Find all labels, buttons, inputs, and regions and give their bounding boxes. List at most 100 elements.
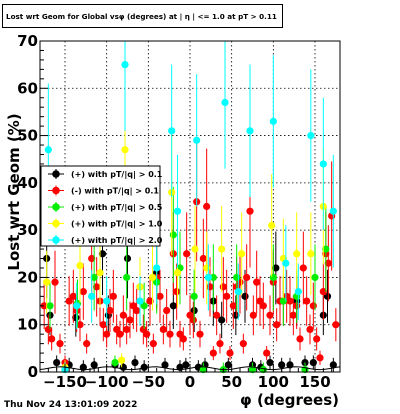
data-point	[263, 349, 271, 357]
legend-marker	[52, 219, 60, 228]
data-point	[316, 354, 324, 362]
data-point	[246, 207, 254, 215]
y-tick-label: 30	[17, 221, 38, 239]
data-point	[278, 361, 286, 369]
data-point	[121, 146, 129, 154]
data-point	[153, 264, 161, 272]
data-point	[313, 335, 321, 343]
data-point	[173, 288, 181, 296]
data-point	[213, 311, 221, 319]
data-point	[83, 340, 91, 348]
data-point	[272, 264, 280, 272]
data-point	[173, 269, 182, 277]
data-point	[121, 61, 129, 69]
data-point	[273, 321, 281, 329]
data-point	[109, 292, 117, 300]
data-point	[48, 335, 56, 343]
data-point	[44, 146, 52, 154]
data-point	[182, 361, 190, 369]
data-point	[246, 127, 254, 135]
data-point	[123, 273, 131, 282]
data-point	[168, 127, 176, 135]
data-point	[51, 278, 59, 286]
legend-marker	[52, 203, 60, 211]
data-point	[218, 316, 226, 324]
data-point	[307, 250, 315, 258]
data-point	[90, 273, 98, 282]
data-point	[169, 231, 177, 239]
data-point	[218, 245, 226, 253]
legend-marker	[52, 186, 60, 195]
y-tick-label: 50	[17, 127, 38, 145]
data-point	[173, 207, 182, 215]
data-point	[229, 302, 237, 310]
data-point	[123, 325, 131, 334]
data-point	[289, 311, 297, 319]
data-point	[226, 349, 234, 357]
data-point	[293, 250, 301, 258]
data-point	[69, 292, 77, 300]
data-point	[191, 245, 199, 253]
data-point	[131, 358, 139, 367]
data-point	[249, 311, 257, 319]
data-point	[90, 361, 98, 369]
data-point	[329, 207, 337, 215]
data-point	[179, 335, 187, 343]
y-axis-title: Lost wrt Geom (%)	[5, 113, 23, 270]
data-point	[106, 306, 114, 315]
data-point	[307, 131, 315, 140]
data-point	[306, 325, 314, 334]
chart-title: Lost wrt Geom for Global vsφ (degrees) a…	[6, 12, 277, 21]
data-point	[233, 273, 241, 282]
data-point	[103, 297, 111, 305]
data-point	[46, 302, 54, 310]
data-point	[294, 288, 302, 296]
data-point	[243, 273, 251, 282]
legend-box	[40, 165, 161, 247]
data-point	[73, 302, 81, 310]
data-point	[40, 302, 48, 310]
data-point	[248, 366, 257, 374]
data-point	[136, 297, 144, 305]
data-point	[163, 306, 171, 315]
y-tick-label: 60	[17, 79, 38, 97]
data-point	[241, 292, 249, 300]
legend-label: (+) with pT/|q| > 1.0	[71, 220, 163, 229]
data-point	[232, 311, 240, 319]
axis-ticks: −150−100 −50 0 50 100 150 0 10 20 30 40 50 60 70	[17, 32, 333, 391]
data-point	[203, 264, 211, 272]
data-point	[309, 302, 317, 310]
legend: (+) with pT/|q| > 0.1 (-) with pT/|q| > 0…	[40, 165, 163, 247]
data-point	[123, 254, 132, 263]
data-point	[324, 259, 332, 267]
data-point	[322, 245, 330, 253]
data-point	[238, 250, 246, 258]
data-point	[166, 330, 174, 338]
data-point	[223, 292, 231, 300]
data-point	[65, 297, 73, 305]
x-tick-label: −150	[43, 373, 87, 391]
data-point	[219, 283, 227, 291]
legend-marker	[52, 236, 60, 244]
data-point	[259, 302, 267, 310]
chart-title-box: Lost wrt Geom for Global vsφ (degrees) a…	[2, 4, 283, 28]
data-point	[282, 259, 290, 267]
data-point	[266, 358, 274, 367]
data-point	[79, 288, 87, 296]
data-point	[239, 340, 247, 348]
data-point	[269, 117, 277, 125]
legend-label: (+) with pT/|q| > 0.1	[71, 170, 163, 179]
data-points	[39, 41, 341, 374]
data-point	[133, 306, 141, 315]
y-tick-label: 20	[17, 268, 38, 286]
data-point	[268, 221, 276, 230]
data-point	[148, 273, 157, 282]
data-point	[146, 297, 154, 305]
data-point	[199, 366, 207, 374]
data-point	[103, 330, 111, 338]
data-point	[183, 250, 191, 258]
data-point	[111, 358, 119, 367]
data-point	[234, 288, 242, 296]
data-point	[156, 292, 164, 300]
